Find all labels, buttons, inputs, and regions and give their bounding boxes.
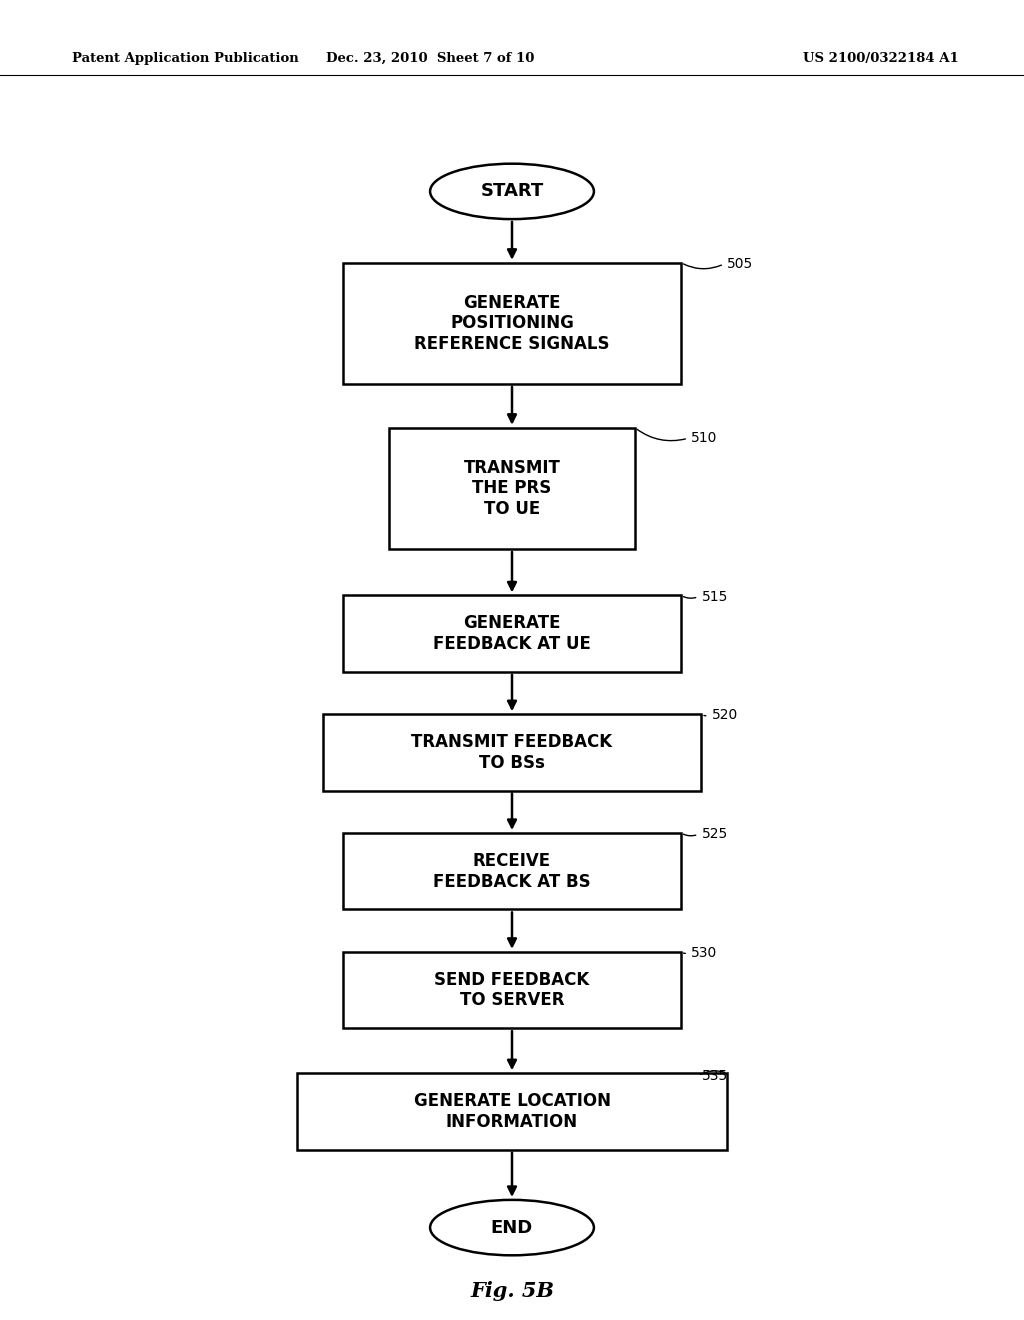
Text: GENERATE LOCATION
INFORMATION: GENERATE LOCATION INFORMATION <box>414 1092 610 1131</box>
Text: START: START <box>480 182 544 201</box>
Text: RECEIVE
FEEDBACK AT BS: RECEIVE FEEDBACK AT BS <box>433 851 591 891</box>
Text: 525: 525 <box>701 828 728 841</box>
Text: GENERATE
FEEDBACK AT UE: GENERATE FEEDBACK AT UE <box>433 614 591 653</box>
Text: 530: 530 <box>691 946 718 960</box>
Text: US 2100/0322184 A1: US 2100/0322184 A1 <box>803 51 958 65</box>
Text: Fig. 5B: Fig. 5B <box>470 1280 554 1302</box>
Text: GENERATE
POSITIONING
REFERENCE SIGNALS: GENERATE POSITIONING REFERENCE SIGNALS <box>415 293 609 354</box>
Text: 535: 535 <box>701 1069 728 1082</box>
Text: Patent Application Publication: Patent Application Publication <box>72 51 298 65</box>
Text: 515: 515 <box>701 590 728 603</box>
Text: 505: 505 <box>727 257 754 271</box>
Text: TRANSMIT FEEDBACK
TO BSs: TRANSMIT FEEDBACK TO BSs <box>412 733 612 772</box>
Text: TRANSMIT
THE PRS
TO UE: TRANSMIT THE PRS TO UE <box>464 458 560 519</box>
Text: END: END <box>490 1218 534 1237</box>
Text: Dec. 23, 2010  Sheet 7 of 10: Dec. 23, 2010 Sheet 7 of 10 <box>326 51 535 65</box>
Text: 520: 520 <box>712 709 738 722</box>
Text: 510: 510 <box>691 432 718 445</box>
Text: SEND FEEDBACK
TO SERVER: SEND FEEDBACK TO SERVER <box>434 970 590 1010</box>
